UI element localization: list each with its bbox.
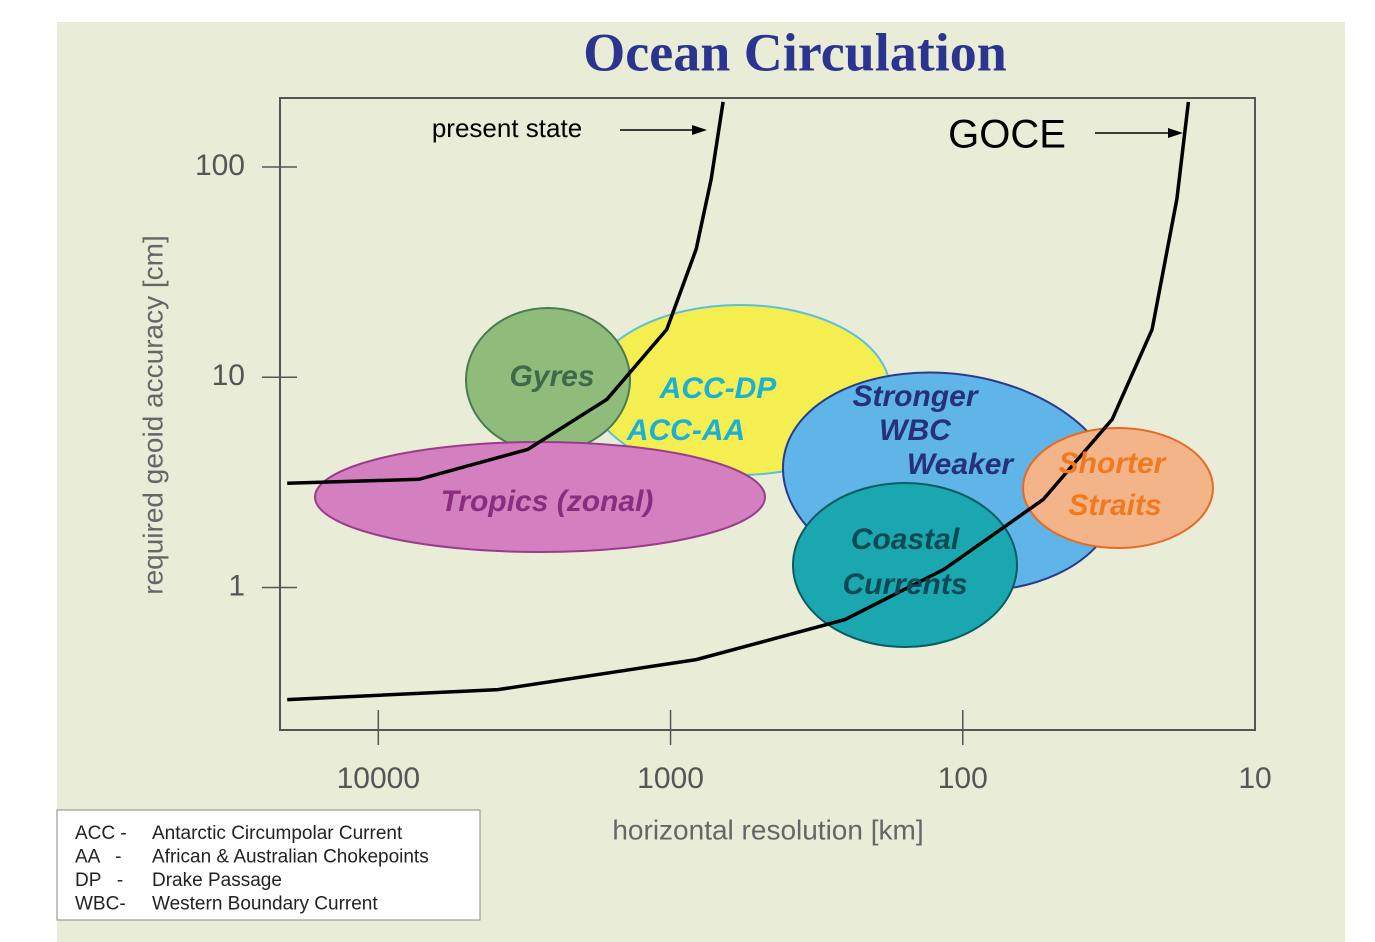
legend-abbr: ACC - — [75, 823, 127, 844]
chart-title: Ocean Circulation — [583, 22, 1006, 82]
region-label: Coastal — [851, 523, 960, 556]
regions — [314, 304, 1214, 648]
y-tick-label: 10 — [212, 359, 245, 392]
legend-text: Western Boundary Current — [152, 894, 378, 915]
x-tick-label: 10 — [1238, 762, 1271, 795]
legend-box — [56, 809, 481, 921]
x-tick-label: 1000 — [637, 762, 704, 795]
region-label: ACC-AA — [626, 414, 745, 447]
arrow-head — [692, 125, 707, 135]
region-label: Weaker — [907, 448, 1016, 481]
legend: ACC - Antarctic Circumpolar Current AA - Af… — [75, 823, 429, 915]
region-straits — [1022, 427, 1214, 549]
region-label: Currents — [842, 568, 967, 601]
y-axis-label: required geoid accuracy [cm] — [137, 235, 168, 595]
legend-abbr: DP - — [75, 870, 123, 891]
curve-label: GOCE — [948, 113, 1066, 157]
region-label: Tropics (zonal) — [441, 485, 654, 518]
y-tick-label: 100 — [195, 149, 245, 182]
plot-frame — [279, 97, 1256, 731]
curve-label: present state — [432, 113, 582, 143]
region-label: WBC — [879, 414, 952, 447]
y-tick-label: 1 — [228, 569, 245, 602]
x-axis-label: horizontal resolution [km] — [612, 814, 923, 845]
x-tick-label: 100 — [938, 762, 988, 795]
region-label: Stronger — [852, 380, 979, 413]
curve — [287, 101, 725, 486]
x-tick-label: 10000 — [337, 762, 420, 795]
region-label: Gyres — [509, 360, 594, 393]
legend-text: Drake Passage — [152, 870, 282, 891]
legend-abbr: AA - — [75, 847, 121, 868]
legend-text: Antarctic Circumpolar Current — [152, 823, 403, 844]
region-label: Straits — [1068, 489, 1161, 522]
curve — [287, 101, 1191, 702]
legend-text: African & Australian Chokepoints — [152, 847, 429, 868]
legend-abbr: WBC- — [75, 894, 126, 915]
region-label: Shorter — [1059, 447, 1168, 480]
curves — [287, 101, 1191, 702]
region-labels: ACC-DP ACC-AA Gyres Tropics (zonal) Stro… — [441, 360, 1168, 601]
region-coastal — [792, 482, 1018, 648]
region-label: ACC-DP — [659, 372, 778, 405]
arrow-head — [1168, 128, 1183, 138]
